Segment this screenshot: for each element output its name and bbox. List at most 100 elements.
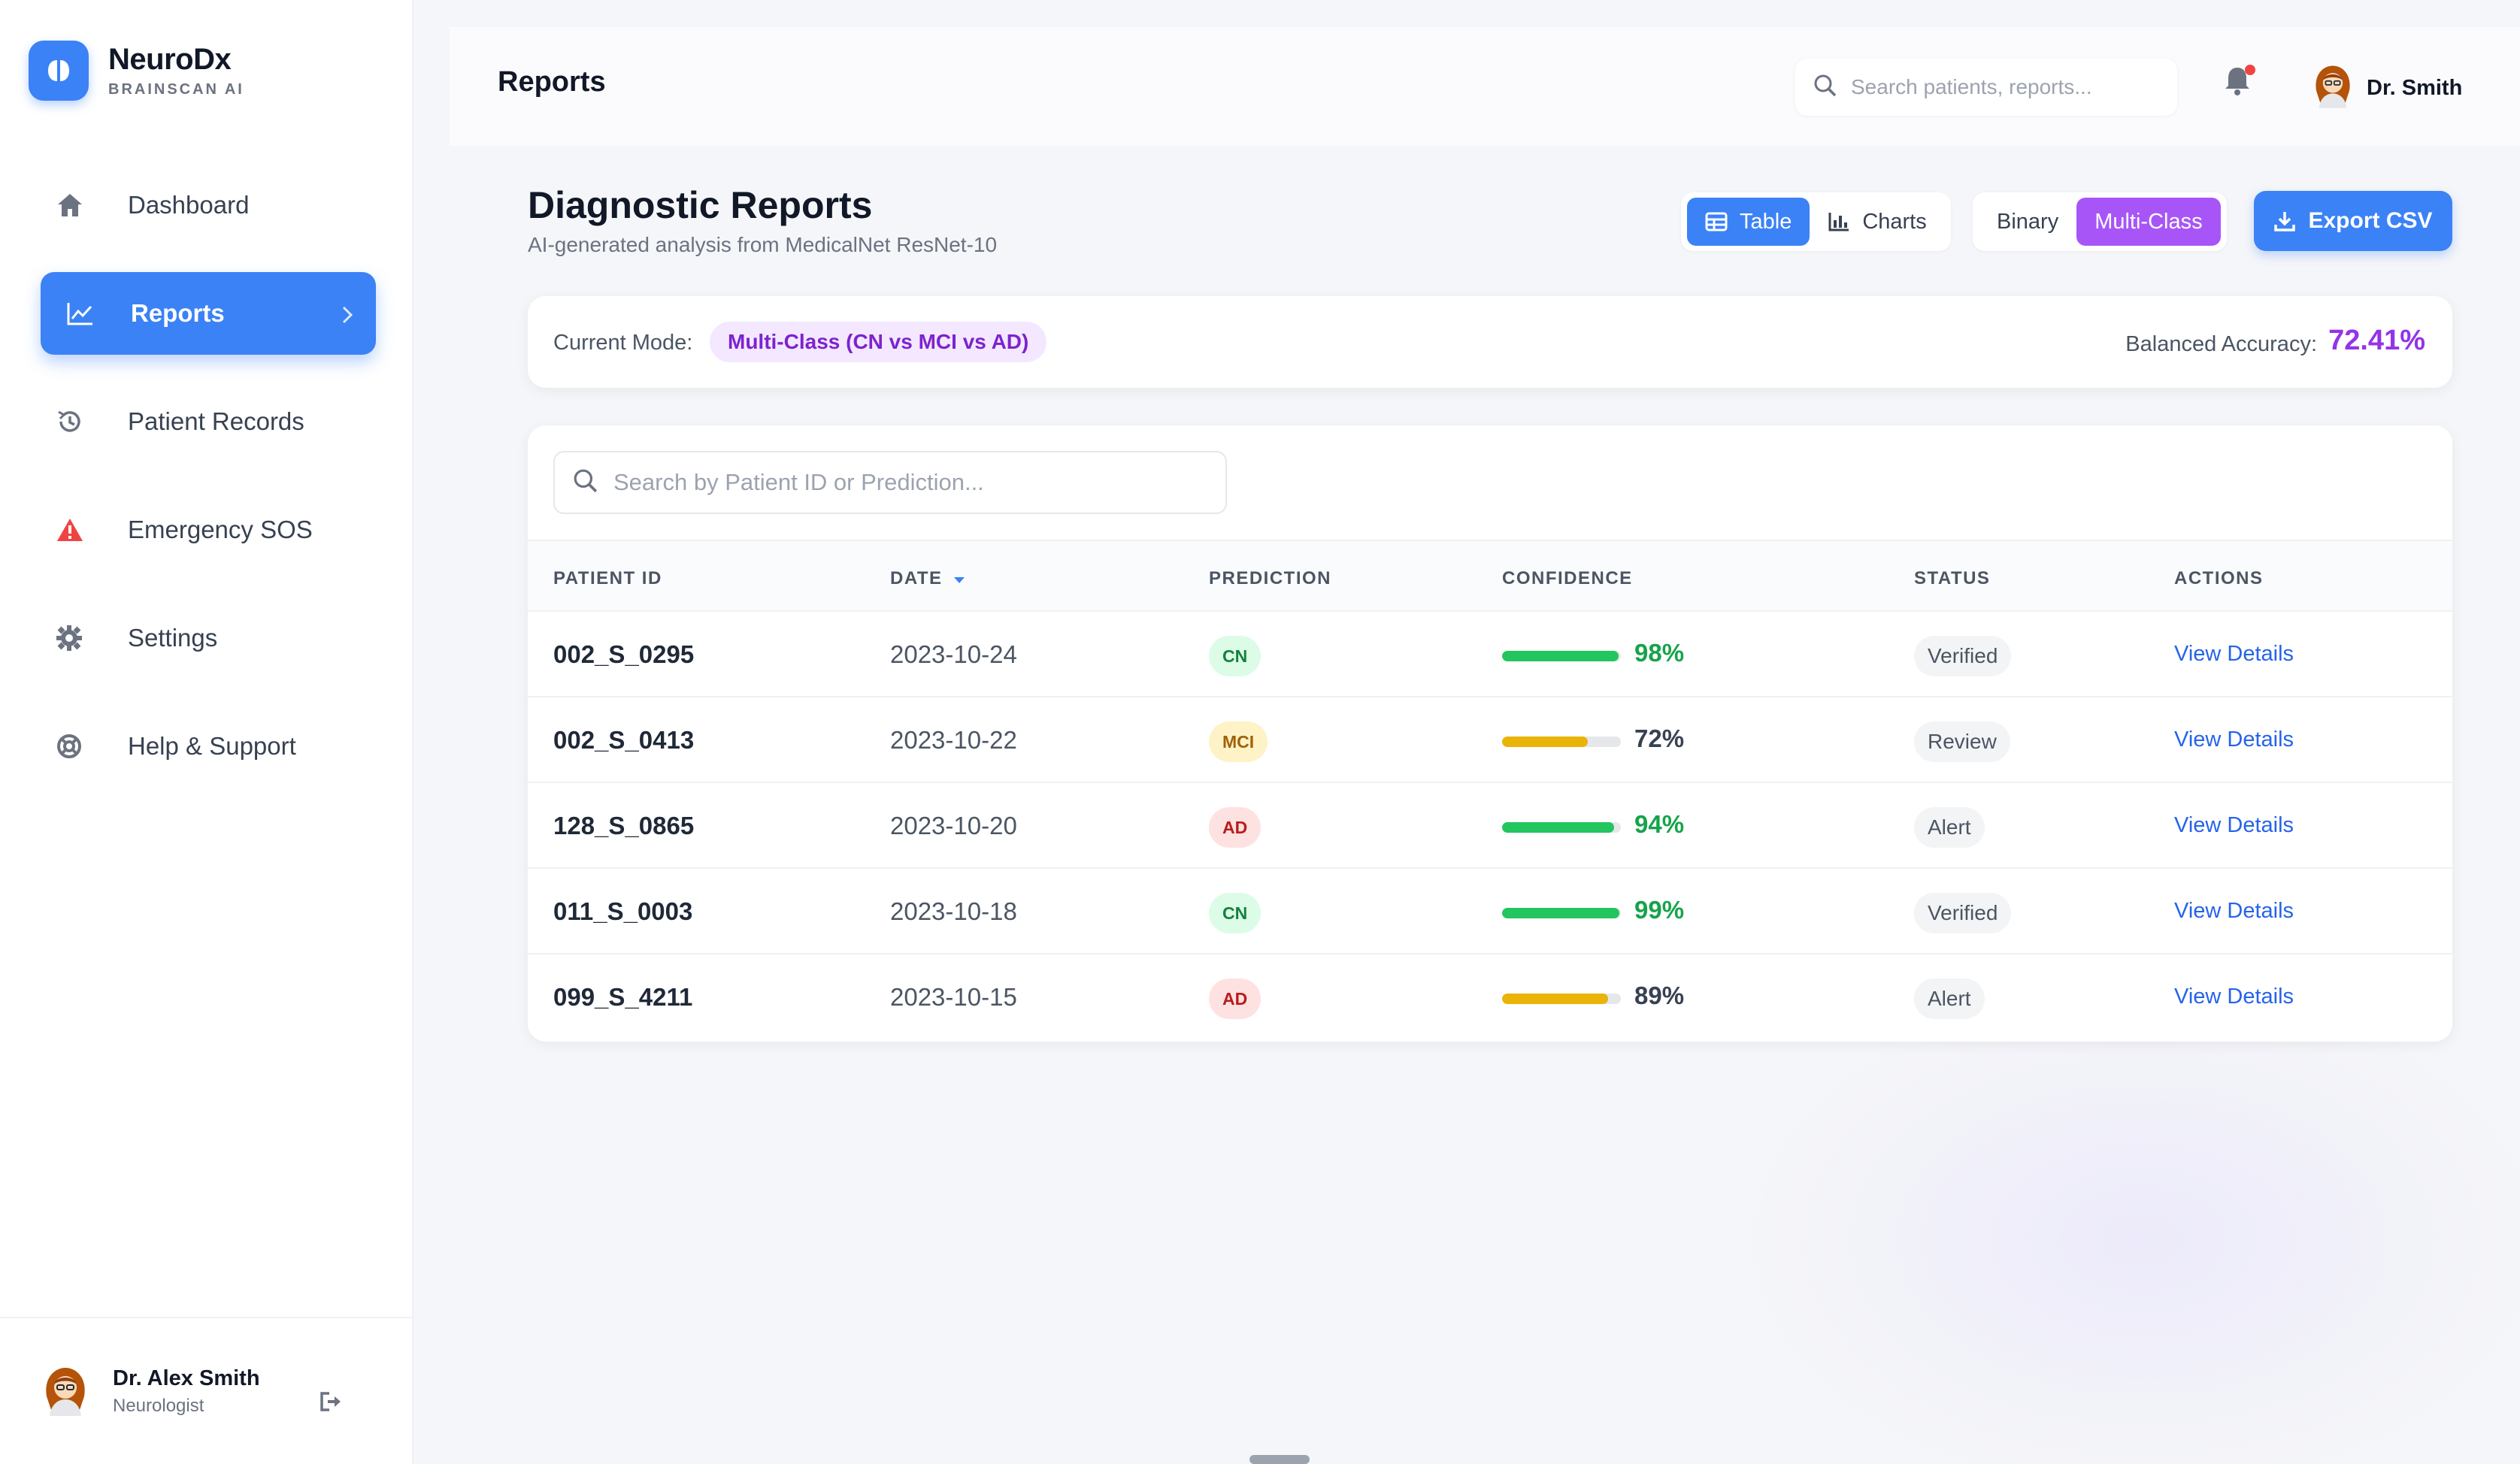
view-details-link[interactable]: View Details <box>2174 813 2294 837</box>
column-header-status[interactable]: STATUS <box>1914 568 1991 588</box>
balanced-accuracy-label: Balanced Accuracy: <box>2125 332 2317 356</box>
column-header-date[interactable]: DATE <box>890 568 965 589</box>
prediction-badge: CN <box>1209 893 1262 933</box>
mode-card: Current Mode: Multi-Class (CN vs MCI vs … <box>528 296 2452 388</box>
table-row: 002_S_0413 2023-10-22 MCI 72% Review View Det… <box>528 697 2452 783</box>
chevron-right-icon <box>341 302 353 331</box>
sidebar-item-reports[interactable]: Reports <box>41 272 376 355</box>
report-date: 2023-10-22 <box>890 726 1017 754</box>
section-title: Diagnostic Reports <box>528 184 873 226</box>
logout-icon[interactable] <box>319 1390 344 1417</box>
section-subtitle: AI-generated analysis from MedicalNet Re… <box>528 233 998 256</box>
sidebar: NeuroDx BRAINSCAN AI Dashboard Reports P… <box>0 0 413 1464</box>
search-icon <box>573 468 598 498</box>
reports-table-card: PATIENT ID DATE PREDICTION CONFIDENCE ST… <box>528 425 2452 1042</box>
column-header-date-label: DATE <box>890 568 943 588</box>
table-row: 128_S_0865 2023-10-20 AD 94% Alert View Detai… <box>528 783 2452 869</box>
sidebar-item-patient-records[interactable]: Patient Records <box>41 380 376 463</box>
sidebar-item-help-support[interactable]: Help & Support <box>41 705 376 788</box>
confidence-bar <box>1502 651 1621 661</box>
sidebar-item-label: Settings <box>128 624 218 652</box>
current-mode-label: Current Mode: <box>553 331 693 355</box>
table-search[interactable] <box>553 451 1227 514</box>
confidence-value: 89% <box>1634 982 1685 1009</box>
multiclass-mode-button[interactable]: Multi-Class <box>2076 198 2221 246</box>
current-mode-badge: Multi-Class (CN vs MCI vs AD) <box>710 322 1047 362</box>
patient-id: 099_S_4211 <box>553 983 693 1011</box>
charts-view-button[interactable]: Charts <box>1810 198 1944 246</box>
user-role: Neurologist <box>113 1395 204 1416</box>
table-row: 099_S_4211 2023-10-15 AD 89% Alert View Detai… <box>528 954 2452 1040</box>
confidence-bar-fill <box>1502 908 1619 918</box>
table-icon <box>1705 212 1728 231</box>
search-icon <box>1813 74 1837 101</box>
confidence-bar <box>1502 737 1621 747</box>
export-csv-label: Export CSV <box>2308 208 2433 233</box>
confidence-bar <box>1502 908 1621 918</box>
sidebar-item-emergency-sos[interactable]: Emergency SOS <box>41 489 376 571</box>
confidence-bar-fill <box>1502 994 1608 1004</box>
table-search-input[interactable] <box>613 469 1215 496</box>
table-view-button[interactable]: Table <box>1687 198 1810 246</box>
warning-icon <box>56 517 93 543</box>
sidebar-item-dashboard[interactable]: Dashboard <box>41 164 376 247</box>
table-header: PATIENT ID DATE PREDICTION CONFIDENCE ST… <box>528 540 2452 612</box>
top-bar: Reports Dr. Smith <box>450 27 2520 146</box>
prediction-badge: CN <box>1209 636 1262 676</box>
view-details-link[interactable]: View Details <box>2174 899 2294 923</box>
avatar <box>2311 62 2355 114</box>
confidence-bar <box>1502 994 1621 1004</box>
view-details-link[interactable]: View Details <box>2174 985 2294 1009</box>
confidence-value: 99% <box>1634 896 1685 924</box>
patient-id: 128_S_0865 <box>553 812 695 839</box>
avatar[interactable] <box>41 1363 90 1420</box>
view-details-link[interactable]: View Details <box>2174 727 2294 752</box>
bell-icon[interactable] <box>2222 65 2252 100</box>
chart-line-icon <box>66 301 104 326</box>
confidence-bar-fill <box>1502 737 1588 747</box>
column-header-actions: ACTIONS <box>2174 568 2264 588</box>
column-header-patient-id[interactable]: PATIENT ID <box>553 568 662 588</box>
view-details-link[interactable]: View Details <box>2174 642 2294 666</box>
confidence-bar-fill <box>1502 822 1614 833</box>
binary-mode-label: Binary <box>1997 209 2059 234</box>
global-search[interactable] <box>1795 59 2177 116</box>
header-user[interactable]: Dr. Smith <box>2311 62 2462 114</box>
balanced-accuracy-value: 72.41% <box>2328 325 2425 356</box>
binary-mode-button[interactable]: Binary <box>1979 198 2076 246</box>
brand[interactable]: NeuroDx BRAINSCAN AI <box>29 41 244 101</box>
sidebar-item-settings[interactable]: Settings <box>41 597 376 679</box>
confidence-value: 98% <box>1634 639 1685 667</box>
sidebar-item-label: Dashboard <box>128 191 250 219</box>
history-icon <box>56 407 93 436</box>
brand-name: NeuroDx <box>108 43 232 76</box>
report-date: 2023-10-20 <box>890 812 1017 839</box>
download-icon <box>2274 212 2296 231</box>
column-header-confidence[interactable]: CONFIDENCE <box>1502 568 1633 588</box>
user-name: Dr. Alex Smith <box>113 1366 260 1390</box>
column-header-prediction[interactable]: PREDICTION <box>1209 568 1332 588</box>
patient-id: 002_S_0413 <box>553 726 695 754</box>
confidence-value: 72% <box>1634 724 1685 752</box>
report-date: 2023-10-15 <box>890 983 1017 1011</box>
charts-view-label: Charts <box>1862 209 1927 234</box>
brand-subtitle: BRAINSCAN AI <box>108 81 244 98</box>
sidebar-item-label: Reports <box>131 299 225 327</box>
home-icon <box>56 192 93 219</box>
patient-id: 011_S_0003 <box>553 897 693 925</box>
confidence-value: 94% <box>1634 810 1685 838</box>
multiclass-mode-label: Multi-Class <box>2094 209 2203 234</box>
prediction-badge: MCI <box>1209 721 1268 762</box>
gear-icon <box>56 625 93 652</box>
status-badge: Review <box>1914 721 2010 762</box>
status-badge: Alert <box>1914 979 1985 1019</box>
bar-chart-icon <box>1828 213 1849 231</box>
sort-down-icon <box>953 577 965 583</box>
page-title: Reports <box>498 66 606 98</box>
export-csv-button[interactable]: Export CSV <box>2254 191 2452 251</box>
global-search-input[interactable] <box>1851 75 2167 99</box>
scroll-handle[interactable] <box>1249 1455 1310 1464</box>
prediction-badge: AD <box>1209 807 1262 848</box>
confidence-bar-fill <box>1502 651 1619 661</box>
sidebar-item-label: Patient Records <box>128 407 304 435</box>
